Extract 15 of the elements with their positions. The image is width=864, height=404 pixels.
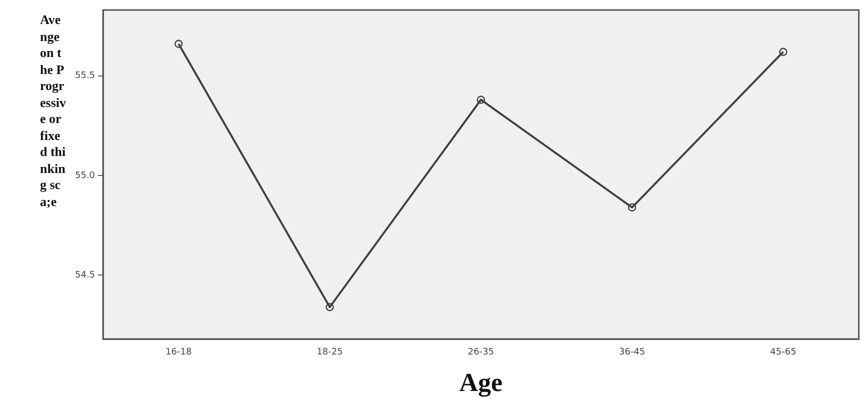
point xyxy=(628,203,636,212)
point xyxy=(476,96,486,104)
point xyxy=(174,40,183,48)
x-tick-label: 45-65 xyxy=(770,348,796,358)
text: Avenge on the Progressive or fixed thinking sca;e xyxy=(40,12,66,208)
x-tick-label: 36-45 xyxy=(618,348,646,358)
y-tick-label: 55.0 xyxy=(74,170,96,181)
x-tick-label: 18-25 xyxy=(316,348,343,358)
point xyxy=(326,302,334,312)
x-tick-label: 16-18 xyxy=(166,348,192,358)
x-tick-label: 26-35 xyxy=(468,348,494,358)
y-tick-label: 54.5 xyxy=(74,270,96,281)
point xyxy=(779,48,788,56)
y-tick-label: 55.5 xyxy=(74,71,96,82)
x-axis-title: Age xyxy=(459,368,503,398)
